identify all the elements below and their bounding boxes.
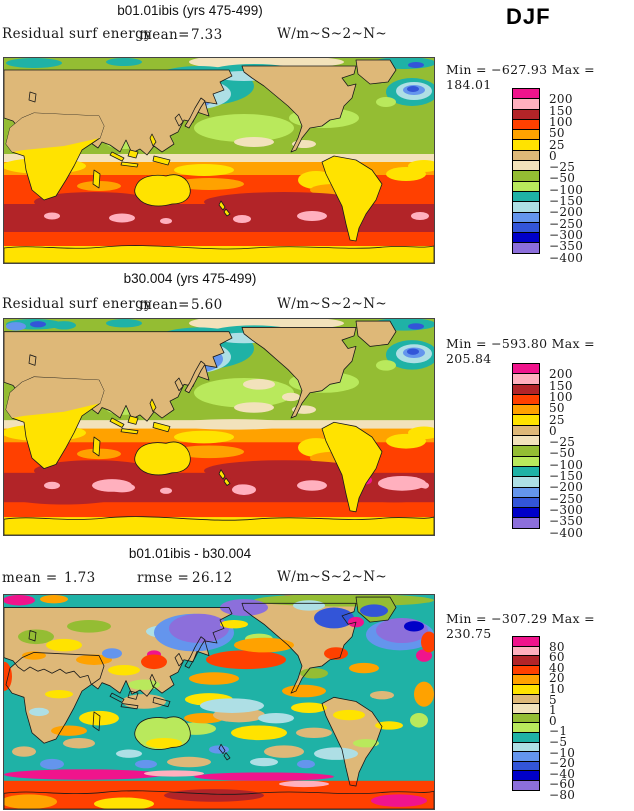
colorbar-cell (512, 779, 540, 791)
panel3-rmse-value: 26.12 (192, 570, 233, 586)
colorbar-tick-label: 50 (549, 401, 565, 416)
colorbar-tick-label: 5 (549, 692, 557, 707)
panel1-mean-label: mean= (139, 27, 190, 43)
panel3-mean-value: 1.73 (64, 570, 96, 586)
colorbar-tick-label: −250 (549, 491, 584, 506)
colorbar-tick-label: 50 (549, 126, 565, 141)
panel3-rmse-label: rmse = (137, 570, 190, 586)
colorbar-tick-label: −100 (549, 182, 584, 197)
colorbar-cell (512, 242, 540, 254)
colorbar-tick-label: −150 (549, 469, 584, 483)
colorbar-tick-label: 25 (549, 137, 565, 152)
panel2-mean-label: mean= (139, 297, 190, 313)
colorbar-tick-label: −300 (549, 502, 584, 517)
panel3-mean-label: mean = (2, 570, 58, 586)
panel3-title: b01.01ibis - b30.004 (128, 546, 252, 561)
colorbar-tick-label: 150 (549, 378, 573, 393)
colorbar-tick-label: 25 (549, 412, 565, 427)
colorbar-tick-label: −400 (549, 525, 584, 540)
panel2-colorbar: 200 150 100 50 25 0 −25 −50 −100 −150 −200 −250 −300… (512, 363, 583, 540)
colorbar-tick-label: 200 (549, 367, 573, 382)
colorbar-tick-label: −200 (549, 480, 584, 495)
map-plot-b30-004 (3, 318, 435, 536)
map-plot-difference (3, 594, 435, 810)
colorbar-tick-label: 0 (549, 148, 557, 163)
colorbar-tick-label: 0 (549, 713, 557, 728)
colorbar-tick-label: 100 (549, 389, 573, 404)
colorbar-tick-label: −60 (549, 777, 576, 792)
colorbar-tick-label: 60 (549, 650, 565, 665)
panel1-minmax: Min = −627.93 Max = 184.01 (446, 62, 595, 92)
colorbar-tick-label: −40 (549, 766, 576, 781)
season-label: DJF (506, 4, 551, 29)
panel3-minmax: Min = −307.29 Max = 230.75 (446, 611, 595, 641)
panel2-minmax: Min = −593.80 Max = 205.84 (446, 336, 595, 366)
colorbar-tick-label: −350 (549, 239, 584, 254)
panel3-units: W/m~S~2~N~ (277, 569, 388, 585)
panel1-colorbar: 200 150 100 50 25 0 −25 −50 −100 −150 −200 −250 −300… (512, 88, 583, 265)
colorbar-tick-label: −5 (549, 735, 568, 749)
colorbar-tick-label: −10 (549, 745, 576, 760)
panel2-field-label: Residual surf energy (2, 296, 153, 312)
colorbar-tick-label: 20 (549, 671, 565, 686)
panel1-field-label: Residual surf energy (2, 26, 153, 42)
colorbar-tick-label: −200 (549, 205, 584, 220)
map-plot-b01-01ibis (3, 57, 435, 264)
colorbar-tick-label: 80 (549, 639, 565, 654)
panel2-mean-value: 5.60 (191, 297, 223, 313)
colorbar-tick-label: 100 (549, 114, 573, 129)
colorbar-tick-label: −20 (549, 756, 576, 771)
colorbar-tick-label: 0 (549, 423, 557, 438)
colorbar-tick-label: 200 (549, 92, 573, 107)
colorbar-tick-label: −25 (549, 435, 576, 450)
colorbar-tick-label: −150 (549, 194, 584, 208)
colorbar-tick-label: −300 (549, 227, 584, 242)
colorbar-tick-label: −350 (549, 514, 584, 529)
colorbar-tick-label: −1 (549, 724, 568, 739)
colorbar-cell (512, 517, 540, 529)
colorbar-tick-label: 150 (549, 103, 573, 118)
panel1-title: b01.01ibis (yrs 475-499) (117, 3, 263, 18)
panel2-title: b30.004 (yrs 475-499) (123, 271, 257, 286)
panel3-colorbar: 80 60 40 20 10 5 1 0 −1 −5 −10 −20 −40 −60 −80 (512, 636, 575, 802)
colorbar-tick-label: −400 (549, 250, 584, 265)
colorbar-tick-label: 40 (549, 660, 565, 675)
colorbar-tick-label: 10 (549, 682, 565, 696)
colorbar-tick-label: −80 (549, 788, 576, 802)
colorbar-tick-label: 1 (549, 703, 557, 718)
colorbar-tick-label: −50 (549, 446, 576, 461)
panel1-mean-value: 7.33 (191, 27, 223, 43)
colorbar-tick-label: −25 (549, 160, 576, 175)
panel2-units: W/m~S~2~N~ (277, 296, 388, 312)
colorbar-tick-label: −250 (549, 216, 584, 231)
colorbar-tick-label: −100 (549, 457, 584, 472)
colorbar-tick-label: −50 (549, 171, 576, 186)
panel1-units: W/m~S~2~N~ (277, 26, 388, 42)
